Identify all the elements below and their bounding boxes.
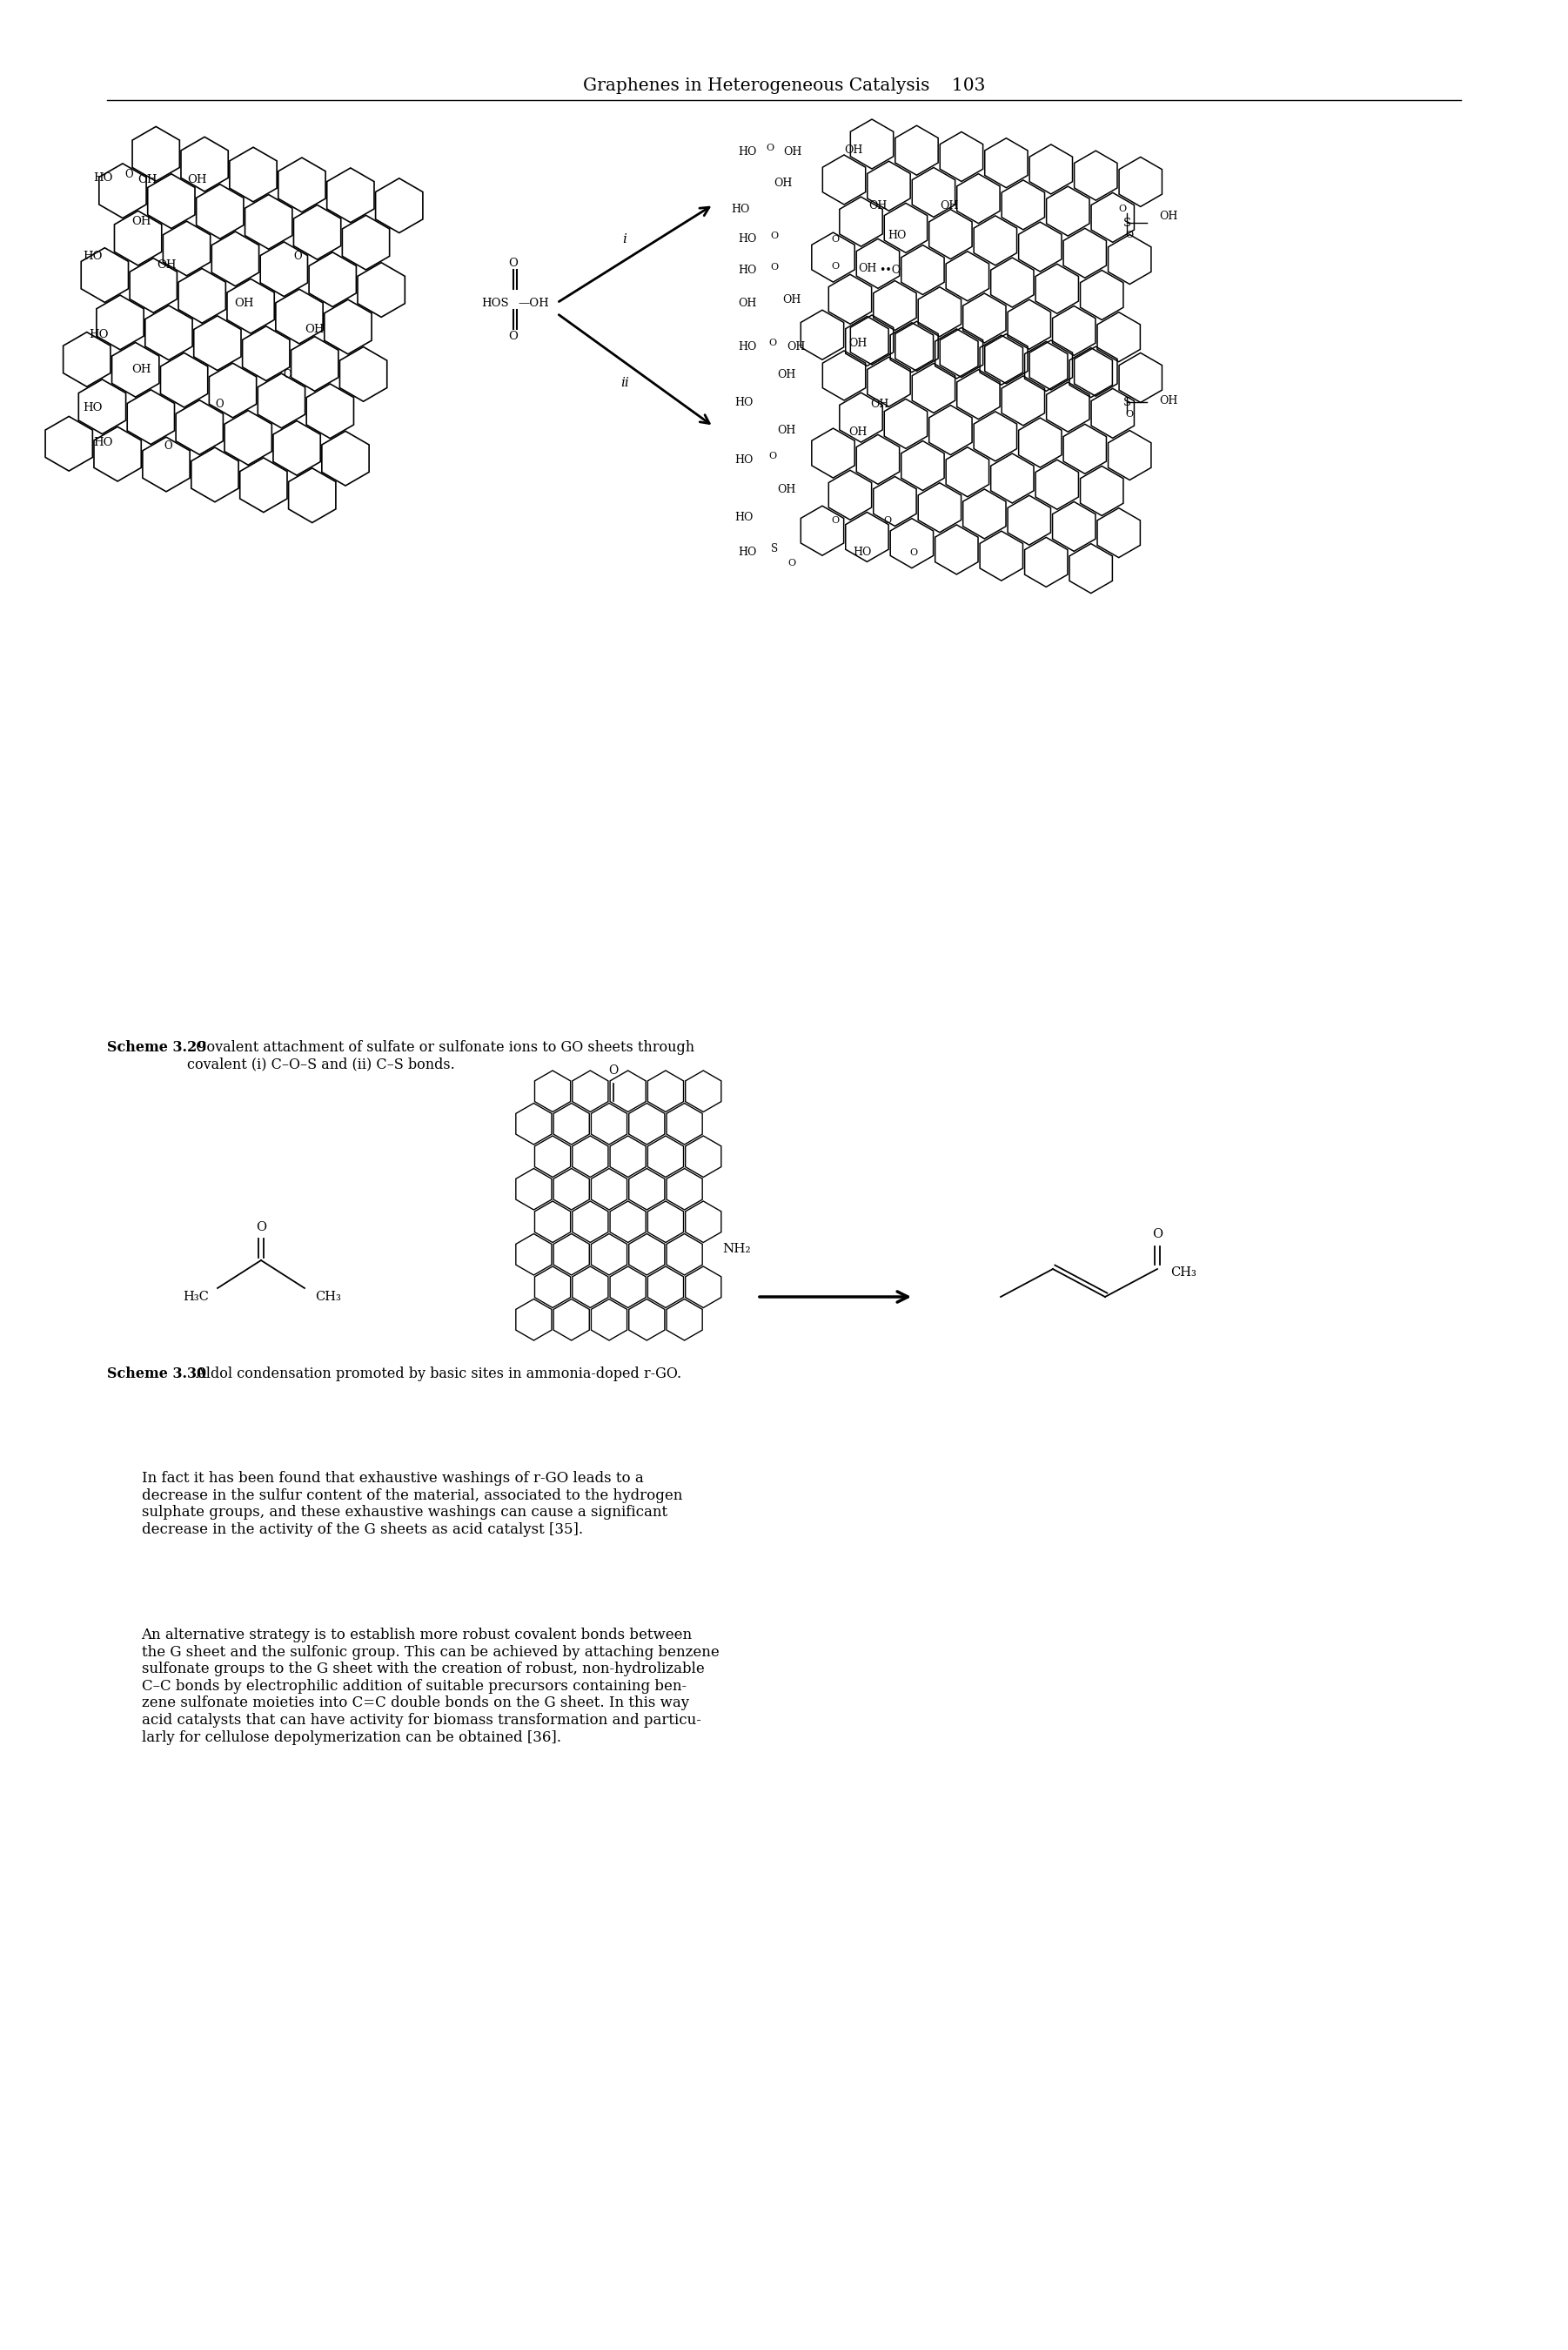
Text: O: O	[831, 261, 839, 270]
Text: O: O	[787, 559, 797, 566]
Text: NH₂: NH₂	[723, 1243, 751, 1255]
Text: OH: OH	[1159, 209, 1178, 221]
Text: O: O	[909, 548, 917, 557]
Text: HO: HO	[739, 233, 757, 244]
Text: HO: HO	[735, 512, 754, 524]
Text: O: O	[1152, 1229, 1162, 1241]
Text: HO: HO	[94, 437, 113, 449]
Text: OH: OH	[187, 174, 207, 186]
Text: O: O	[831, 235, 839, 244]
Text: OH: OH	[778, 484, 797, 496]
Text: HO: HO	[735, 397, 754, 409]
Text: O: O	[256, 1222, 267, 1234]
Text: O: O	[767, 143, 775, 153]
Text: OH: OH	[132, 364, 151, 376]
Text: O: O	[1126, 409, 1134, 418]
Text: OH: OH	[234, 296, 254, 308]
Text: OH: OH	[782, 294, 801, 306]
Text: OH: OH	[778, 369, 797, 381]
Text: O: O	[770, 263, 778, 273]
Text: O: O	[293, 251, 301, 263]
Text: O: O	[884, 517, 892, 524]
Text: OH: OH	[848, 425, 867, 437]
Text: S: S	[771, 543, 778, 555]
Text: Graphenes in Heterogeneous Catalysis    103: Graphenes in Heterogeneous Catalysis 103	[583, 78, 985, 94]
Text: OH: OH	[132, 216, 151, 228]
Text: ••O: ••O	[878, 263, 900, 275]
Text: O: O	[1126, 230, 1134, 240]
Text: —OH: —OH	[517, 296, 549, 308]
Text: S: S	[1123, 216, 1131, 228]
Text: O: O	[215, 400, 224, 411]
Text: OH: OH	[775, 176, 792, 188]
Text: An alternative strategy is to establish more robust covalent bonds between
the G: An alternative strategy is to establish …	[141, 1629, 720, 1744]
Text: OH: OH	[157, 261, 176, 270]
Text: O: O	[508, 256, 517, 268]
Text: HOS: HOS	[481, 296, 510, 308]
Text: H₃C: H₃C	[183, 1290, 209, 1302]
Text: CH₃: CH₃	[1170, 1267, 1196, 1278]
Text: OH: OH	[844, 143, 862, 155]
Text: HO: HO	[83, 402, 102, 414]
Text: Scheme 3.30: Scheme 3.30	[107, 1365, 205, 1382]
Text: OH: OH	[1159, 395, 1178, 407]
Text: O: O	[124, 169, 133, 179]
Text: OH: OH	[778, 425, 797, 437]
Text: HO: HO	[83, 251, 102, 263]
Text: i: i	[622, 233, 627, 244]
Text: Aldol condensation promoted by basic sites in ammonia-doped r-GO.: Aldol condensation promoted by basic sit…	[187, 1365, 681, 1382]
Text: HO: HO	[89, 329, 108, 341]
Text: O: O	[768, 451, 776, 461]
Text: HO: HO	[739, 146, 757, 157]
Text: OH: OH	[858, 263, 877, 273]
Text: O: O	[163, 442, 172, 451]
Text: S: S	[1123, 397, 1131, 409]
Text: HO: HO	[739, 263, 757, 275]
Text: OH: OH	[782, 146, 801, 157]
Text: O: O	[608, 1065, 618, 1076]
Text: HO: HO	[887, 230, 906, 242]
Text: HO: HO	[739, 341, 757, 352]
Text: OH: OH	[739, 296, 757, 308]
Text: OH: OH	[870, 397, 889, 409]
Text: Scheme 3.29: Scheme 3.29	[107, 1041, 205, 1055]
Text: OH: OH	[787, 341, 806, 352]
Text: HO: HO	[853, 548, 872, 559]
Text: O: O	[1118, 204, 1126, 214]
Text: OH: OH	[304, 324, 325, 334]
Text: CH₃: CH₃	[315, 1290, 340, 1302]
Text: HO: HO	[739, 548, 757, 559]
Text: O: O	[831, 517, 839, 524]
Text: O: O	[770, 233, 778, 240]
Text: Covalent attachment of sulfate or sulfonate ions to GO sheets through
covalent (: Covalent attachment of sulfate or sulfon…	[187, 1041, 695, 1072]
Text: O: O	[282, 369, 292, 381]
Text: HO: HO	[735, 454, 754, 465]
Text: O: O	[768, 338, 776, 348]
Text: OH: OH	[848, 338, 867, 348]
Text: ii: ii	[621, 376, 629, 390]
Text: OH: OH	[869, 200, 887, 212]
Text: OH: OH	[939, 200, 958, 212]
Text: HO: HO	[731, 202, 750, 214]
Text: OH: OH	[138, 174, 157, 186]
Text: In fact it has been found that exhaustive washings of r-GO leads to a
decrease i: In fact it has been found that exhaustiv…	[141, 1471, 682, 1537]
Text: O: O	[508, 331, 517, 343]
Text: HO: HO	[94, 174, 113, 183]
